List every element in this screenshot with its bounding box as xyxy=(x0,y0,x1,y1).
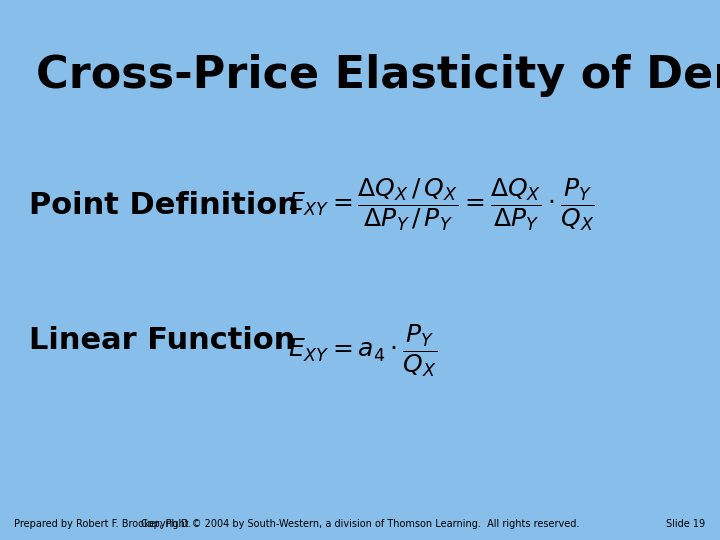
Text: Point Definition: Point Definition xyxy=(29,191,299,220)
Text: $E_{XY} = \dfrac{\Delta Q_X\, /\, Q_X}{\Delta P_Y\, /\, P_Y} = \dfrac{\Delta Q_X: $E_{XY} = \dfrac{\Delta Q_X\, /\, Q_X}{\… xyxy=(288,177,595,233)
Text: Cross-Price Elasticity of Demand: Cross-Price Elasticity of Demand xyxy=(36,54,720,97)
Text: $E_{XY} = a_4 \cdot \dfrac{P_Y}{Q_X}$: $E_{XY} = a_4 \cdot \dfrac{P_Y}{Q_X}$ xyxy=(288,323,437,379)
Text: Copyright © 2004 by South-Western, a division of Thomson Learning.  All rights r: Copyright © 2004 by South-Western, a div… xyxy=(141,519,579,529)
Text: Slide 19: Slide 19 xyxy=(667,519,706,529)
Text: Prepared by Robert F. Brooker, Ph.D.: Prepared by Robert F. Brooker, Ph.D. xyxy=(14,519,192,529)
Text: Linear Function: Linear Function xyxy=(29,326,295,355)
